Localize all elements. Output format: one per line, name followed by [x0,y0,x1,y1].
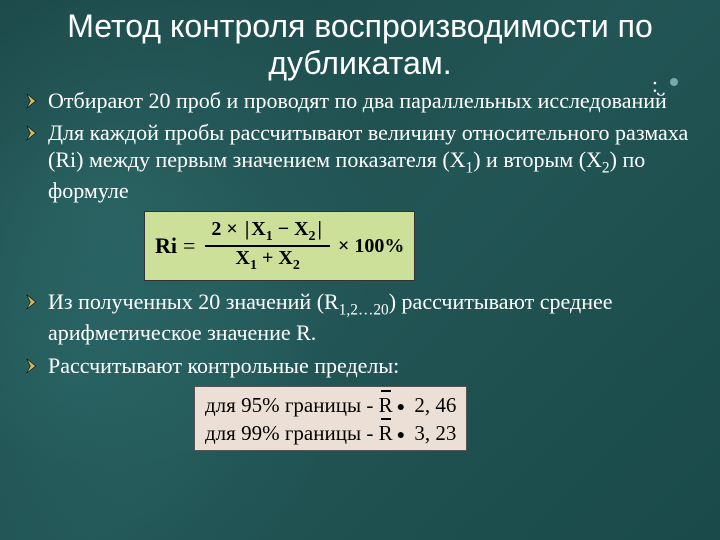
numerator: 2 × |X1 − X2| [205,218,330,247]
t: для 95% границы - [205,393,379,417]
formula-box: Ri = 2 × |X1 − X2| X1 + X2 × 100% [144,211,415,281]
bullet-text: Отбирают 20 проб и проводят по два парал… [48,88,696,115]
accent-dot-icon [670,78,678,86]
t: − [273,218,294,240]
chevron-icon [24,124,42,142]
limit-row-95: для 95% границы - R● 2, 46 [205,390,456,418]
limits-block: для 95% границы - R● 2, 46 для 99% грани… [194,386,696,451]
limit-row-99: для 99% границы - R● 3, 23 [205,418,456,446]
sub: 1,2…20 [339,302,389,319]
bullet-item-4: Рассчитывают контрольные пределы: [24,353,696,380]
fraction: 2 × |X1 − X2| X1 + X2 [205,218,330,274]
t: для 99% границы - [205,421,379,445]
sub: 2 [309,229,316,244]
r-bar: R [379,390,393,418]
chevron-icon [24,92,42,110]
bullet-item-2: Для каждой пробы рассчитывают величину о… [24,120,696,205]
r-bar: R [379,418,393,446]
t: 2 × [211,218,237,240]
abs-close: | [316,218,324,240]
abs-open: | [243,218,251,240]
colon-mark: : [652,72,658,98]
sub: 1 [266,229,273,244]
slide: Метод контроля воспроизводимости по дубл… [0,0,720,540]
bullet-text: Для каждой пробы рассчитывают величину о… [48,120,696,205]
limits-box: для 95% границы - R● 2, 46 для 99% грани… [194,386,467,451]
bullet-text: Из полученных 20 значений (R1,2…20) расс… [48,289,696,347]
bullet-text: Рассчитывают контрольные пределы: [48,353,696,380]
t: ) и вторым (X [473,147,602,172]
dot-icon: ● [397,427,405,445]
slide-title: Метод контроля воспроизводимости по дубл… [24,8,696,82]
t: X [278,247,292,269]
t: 2, 46 [409,393,456,417]
denominator: X1 + X2 [230,247,306,274]
chevron-icon [24,293,42,311]
t: X [251,218,265,240]
formula-block: Ri = 2 × |X1 − X2| X1 + X2 × 100% [144,211,696,281]
formula-lhs: Ri [155,233,177,259]
dot-icon: ● [397,399,405,417]
chevron-icon [24,357,42,375]
sub: 2 [293,258,300,273]
sub: 2 [602,160,610,177]
bullet-item-3: Из полученных 20 значений (R1,2…20) расс… [24,289,696,347]
t: X [294,218,308,240]
formula-row: Ri = 2 × |X1 − X2| X1 + X2 × 100% [155,218,404,274]
t: 3, 23 [409,421,456,445]
t: Из полученных 20 значений (R [48,289,339,314]
t: + [257,247,278,269]
bullet-item-1: Отбирают 20 проб и проводят по два парал… [24,88,696,115]
formula-tail: × 100% [338,235,404,258]
sub: 1 [250,258,257,273]
t: X [236,247,250,269]
equals-sign: = [183,233,195,259]
bullet-list: Отбирают 20 проб и проводят по два парал… [24,88,696,451]
